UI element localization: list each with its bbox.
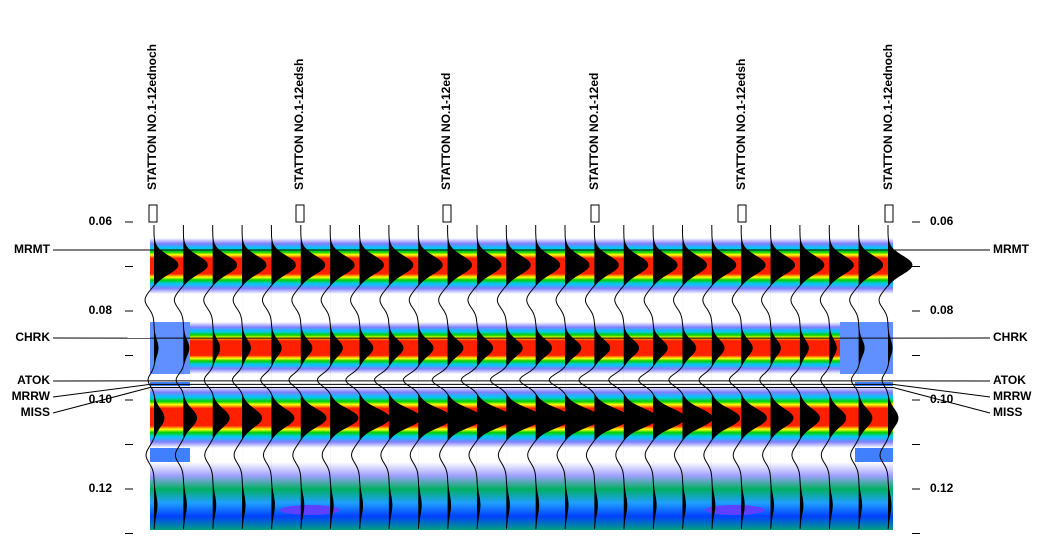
horizon-label: MRMT [14, 242, 51, 256]
well-marker [442, 204, 452, 223]
trace [203, 225, 238, 530]
trace [789, 225, 825, 530]
horizon-leader [892, 387, 991, 414]
trace [402, 225, 453, 530]
trace-fill [476, 225, 513, 530]
horizon-leader [892, 383, 991, 398]
trace [431, 225, 483, 530]
trace [819, 225, 854, 530]
horizon-label: CHRK [993, 330, 1028, 344]
trace [519, 225, 572, 530]
trace [490, 225, 543, 530]
trace-fill [594, 225, 629, 530]
trace [638, 225, 686, 530]
well-marker [295, 204, 305, 223]
well-label: STATTON NO.1-12ed [439, 73, 453, 190]
trace-fill [623, 225, 658, 530]
trace-fill [653, 225, 685, 530]
well-marker [148, 204, 158, 223]
trace [374, 225, 422, 530]
trace-fill [682, 225, 713, 530]
tick-label: 0.10 [930, 392, 954, 406]
well-label: STATTON NO.1-12ednoch [881, 44, 895, 190]
trace-fill [359, 225, 390, 530]
trace-fill [535, 225, 572, 530]
trace-fill [506, 225, 542, 530]
trace [317, 225, 359, 530]
tick-label: 0.12 [89, 481, 113, 495]
tick-label: 0.06 [89, 214, 113, 228]
well-marker [590, 204, 600, 223]
trace [345, 225, 390, 530]
well-label: STATTON NO.1-12ednoch [145, 44, 159, 190]
trace [460, 225, 513, 530]
trace [698, 225, 740, 530]
horizon-label: MRMT [993, 242, 1030, 256]
horizon-label: MISS [21, 405, 50, 419]
well-label: STATTON NO.1-12edsh [734, 59, 748, 190]
trace [144, 225, 179, 530]
trace [668, 225, 713, 530]
trace [849, 225, 884, 530]
trace-fill [330, 225, 358, 530]
horizon-leader [52, 383, 151, 398]
trace [232, 225, 267, 530]
trace-fill [388, 225, 421, 530]
horizon-label: ATOK [993, 373, 1026, 387]
horizon-label: MRRW [993, 389, 1032, 403]
tick-label: 0.08 [89, 303, 113, 317]
tick-label: 0.08 [930, 303, 954, 317]
horizon-label: CHRK [15, 330, 50, 344]
trace [260, 225, 296, 530]
well-marker [737, 204, 747, 223]
trace [578, 225, 630, 530]
horizon-label: MISS [993, 405, 1022, 419]
horizon-label: ATOK [17, 373, 50, 387]
well-label: STATTON NO.1-12edsh [292, 59, 306, 190]
tick-label: 0.12 [930, 481, 954, 495]
trace-fill [418, 225, 452, 530]
trace [173, 225, 208, 530]
well-label: STATTON NO.1-12ed [587, 73, 601, 190]
horizon-label: MRRW [12, 389, 51, 403]
trace [608, 225, 658, 530]
trace-fill [711, 225, 740, 530]
wiggle-traces [144, 225, 913, 530]
well-marker [884, 204, 894, 223]
trace [548, 225, 601, 530]
tick-label: 0.10 [89, 392, 113, 406]
tick-label: 0.06 [930, 214, 954, 228]
trace [759, 225, 796, 530]
trace-fill [565, 225, 601, 530]
trace-fill [447, 225, 483, 530]
trace [878, 225, 913, 530]
horizon-leader [52, 387, 151, 414]
trace [729, 225, 767, 530]
trace [288, 225, 327, 530]
